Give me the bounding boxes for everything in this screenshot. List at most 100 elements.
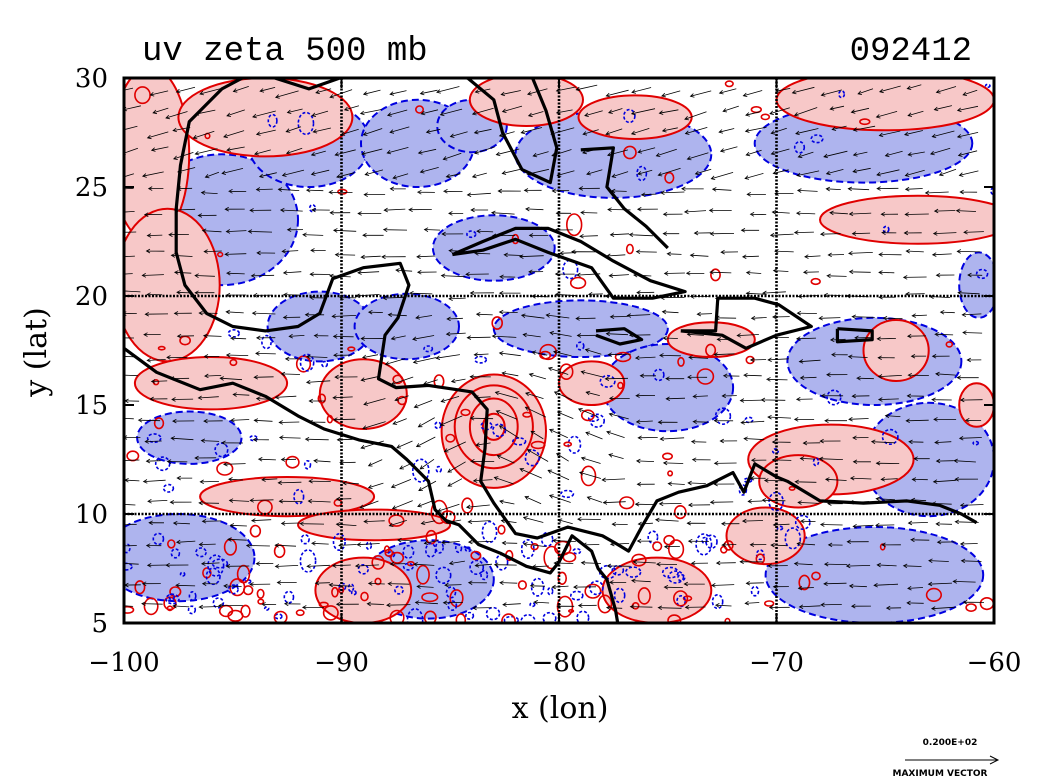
wind-vector [718,128,735,134]
wind-vector [522,516,544,523]
max-vector-value: 0.200E+02 [923,738,978,748]
wind-vector [175,86,196,94]
wind-vector [386,109,408,117]
wind-vector [522,332,541,338]
wind-vector [309,295,327,301]
wind-vector [124,435,141,440]
wind-vector [170,253,193,258]
wind-vector [361,354,379,360]
wind-vector [500,90,521,97]
y-tick-label: 20 [75,282,108,312]
wind-vector [932,479,956,484]
wind-vector [172,520,190,526]
wind-vector [684,111,707,121]
wind-vector [609,580,627,585]
small-contour [273,610,288,623]
small-contour [465,611,475,620]
wind-vector [286,108,303,114]
coastline-hispaniola [680,296,813,350]
small-contour [589,580,604,596]
wind-vector [145,248,165,254]
wind-vector [551,584,569,590]
small-contour [261,334,272,350]
wind-vector [311,110,329,117]
wind-vector [280,371,301,377]
small-contour [530,440,546,450]
wind-vector [885,605,902,611]
wind-vector [357,270,380,275]
wind-vector [722,105,739,113]
wind-vector [204,373,222,379]
wind-vector [416,189,435,195]
wind-vector [882,316,903,321]
small-contour [207,554,225,577]
wind-vector [683,209,707,215]
small-contour [542,611,557,623]
small-contour [501,613,516,623]
positive-vorticity-region [468,78,584,127]
wind-vector [632,559,656,565]
wind-vector [630,108,656,116]
small-contour [719,545,728,554]
wind-vector [124,563,139,565]
wind-vector [124,374,138,377]
wind-vector [203,418,223,424]
chart-title: uv zeta 500 mb [142,33,428,71]
wind-vector [659,436,685,442]
wind-vector [502,602,521,607]
wind-vector [253,374,274,380]
wind-vector [683,581,705,587]
wind-vector [904,186,923,192]
coastline-jamaica [595,327,644,346]
wind-vector [286,227,304,233]
small-contour [392,374,404,385]
wind-vector [417,417,435,428]
wind-vector [711,583,735,588]
wind-vector [423,227,441,232]
wind-vector [525,391,544,399]
wind-vector [873,582,899,588]
small-contour [664,171,675,184]
wind-vector [408,207,432,212]
wind-vector [310,150,326,157]
wind-vector [662,460,684,466]
wind-vector [902,275,927,280]
wind-vector [958,435,982,441]
y-tick-label: 25 [75,173,108,203]
wind-vector [831,125,847,131]
wind-vector [366,601,385,607]
wind-vector [875,111,898,119]
wind-vector [418,480,437,491]
wind-vector [630,128,650,136]
wind-vector [523,188,542,193]
small-contour [357,563,369,575]
small-contour [879,543,886,551]
wind-vector [684,127,708,135]
wind-vector [927,581,953,587]
wind-vector [261,602,277,607]
wind-vector [720,521,740,527]
wind-vector [601,477,626,483]
small-contour [217,251,224,258]
axis-ticks: −100 −90 −80 −70 −60 5 10 15 20 25 30 [75,64,1022,678]
small-contour [297,111,315,136]
wind-vector [474,146,495,155]
wind-vector [794,479,817,485]
small-contour [485,606,501,621]
wind-vector [124,290,141,293]
wind-vector [503,252,522,258]
wind-vector [444,582,462,588]
wind-vector [501,540,518,546]
small-contour [530,542,539,551]
wind-vector [740,228,760,233]
wind-vector [636,290,655,295]
wind-vector [198,500,220,506]
wind-vector [416,269,437,275]
wind-vector [906,333,927,339]
small-contour [511,437,527,446]
wind-vector [796,310,817,316]
small-contour [975,268,989,280]
lat-lon-grid [124,78,994,623]
small-contour [249,435,258,442]
